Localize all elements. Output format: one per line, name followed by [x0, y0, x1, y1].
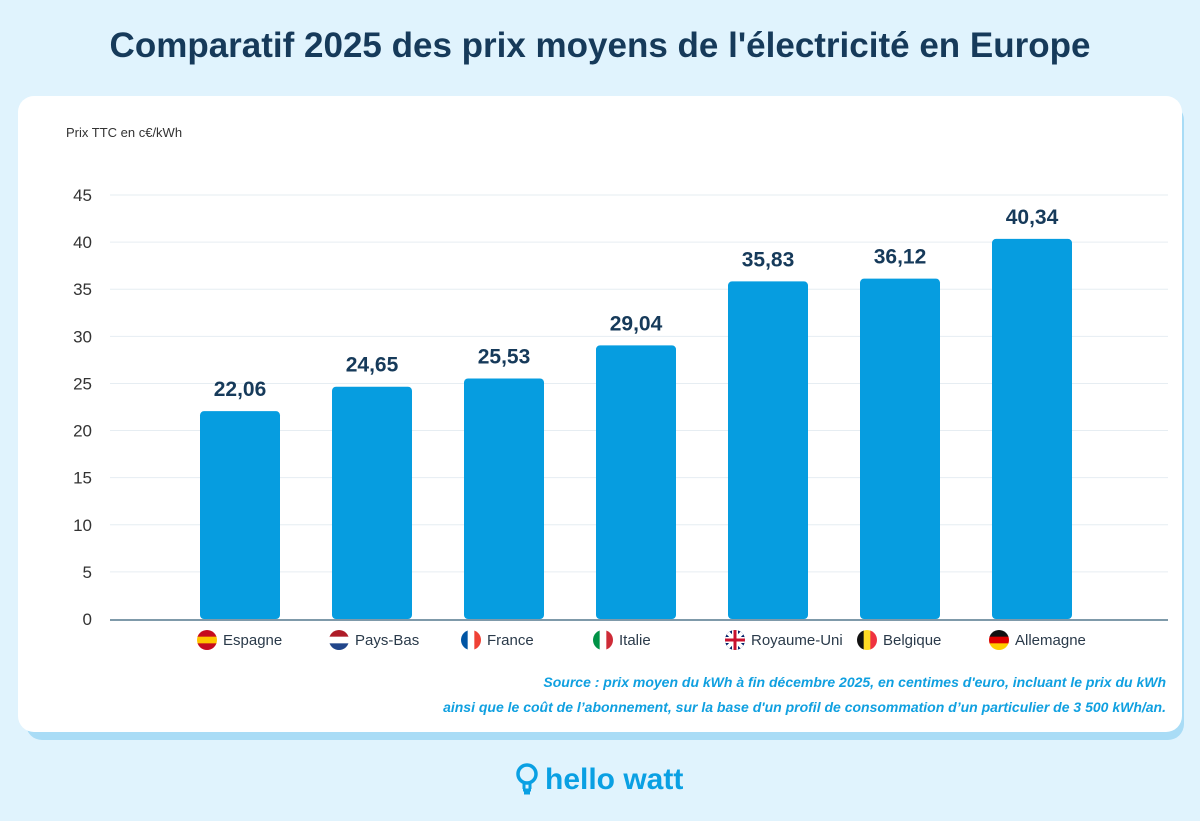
lightbulb-icon	[516, 763, 538, 795]
y-tick-label: 5	[83, 563, 92, 582]
source-line-1: Source : prix moyen du kWh à fin décembr…	[543, 674, 1166, 690]
source-note: Source : prix moyen du kWh à fin décembr…	[443, 670, 1166, 720]
uk-flag-icon	[725, 630, 745, 650]
germany-flag-icon	[989, 630, 1009, 650]
bar-pays-bas	[332, 386, 412, 619]
data-label: 24,65	[346, 354, 399, 377]
y-tick-label: 40	[73, 233, 92, 252]
source-line-2: ainsi que le coût de l’abonnement, sur l…	[443, 699, 1166, 715]
x-tick-label: Allemagne	[1015, 632, 1086, 649]
x-tick-label: France	[487, 632, 534, 649]
bar-royaume-uni	[728, 281, 808, 619]
y-tick-label: 45	[73, 186, 92, 205]
y-tick-label: 25	[73, 374, 92, 393]
x-tick-label: Pays-Bas	[355, 632, 419, 649]
data-label: 40,34	[1006, 206, 1059, 229]
data-label: 22,06	[214, 378, 267, 401]
data-label: 36,12	[874, 246, 927, 269]
bar-france	[464, 378, 544, 619]
logo-text: hello watt	[545, 763, 684, 796]
y-tick-label: 15	[73, 469, 92, 488]
x-tick-label: Espagne	[223, 632, 282, 649]
data-label: 35,83	[742, 248, 795, 271]
bar-belgique	[860, 278, 940, 619]
bar-allemagne	[992, 238, 1072, 619]
bar-italie	[596, 345, 676, 619]
x-tick-label: Italie	[619, 632, 651, 649]
spain-flag-icon	[197, 630, 217, 650]
france-flag-icon	[461, 630, 481, 650]
data-label: 29,04	[610, 312, 663, 335]
hello-watt-logo: hello watt	[515, 763, 683, 797]
y-tick-label: 30	[73, 327, 92, 346]
y-tick-label: 35	[73, 280, 92, 299]
y-tick-label: 20	[73, 422, 92, 441]
data-label: 25,53	[478, 345, 531, 368]
page-title: Comparatif 2025 des prix moyens de l'éle…	[109, 26, 1091, 65]
y-axis-label: Prix TTC en c€/kWh	[66, 125, 182, 140]
bar-espagne	[200, 411, 280, 619]
y-tick-label: 0	[83, 610, 92, 629]
x-tick-label: Belgique	[883, 632, 941, 649]
y-tick-label: 10	[73, 516, 92, 535]
netherlands-flag-icon	[329, 630, 349, 650]
italy-flag-icon	[593, 630, 613, 650]
x-tick-label: Royaume-Uni	[751, 632, 843, 649]
belgium-flag-icon	[857, 630, 877, 650]
